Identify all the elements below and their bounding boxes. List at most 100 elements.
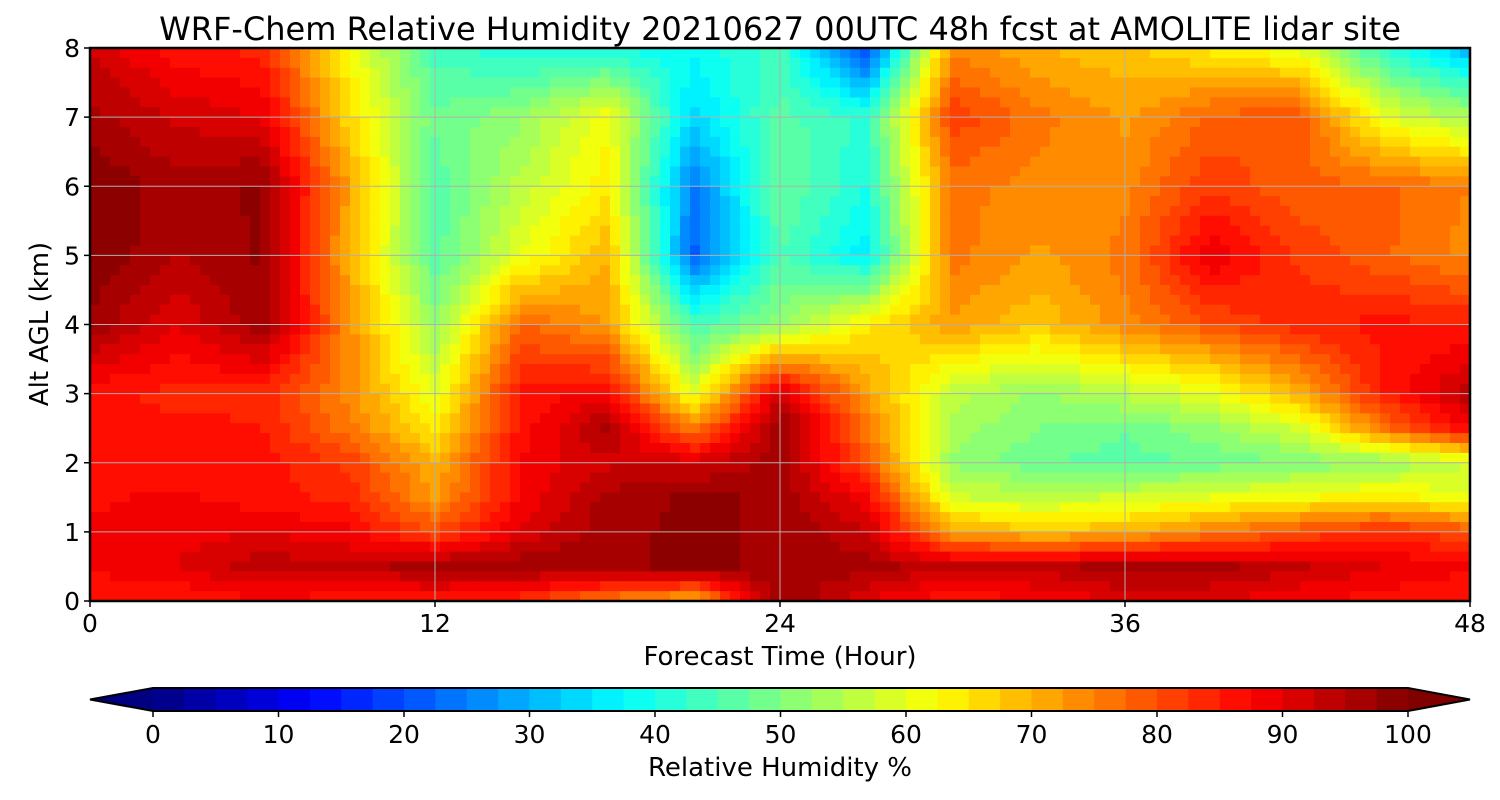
heatmap-cell bbox=[110, 67, 121, 79]
heatmap-cell bbox=[760, 206, 771, 217]
heatmap-cell bbox=[800, 206, 811, 217]
heatmap-cell bbox=[180, 245, 191, 257]
heatmap-cell bbox=[260, 354, 271, 365]
heatmap-cell bbox=[250, 186, 261, 197]
heatmap-cell bbox=[880, 166, 891, 178]
heatmap-cell bbox=[1250, 176, 1261, 187]
heatmap-cell bbox=[310, 393, 321, 405]
heatmap-cell bbox=[340, 48, 351, 59]
heatmap-cell bbox=[340, 77, 351, 89]
heatmap-cell bbox=[460, 294, 471, 306]
heatmap-cell bbox=[950, 136, 961, 148]
heatmap-cell bbox=[1260, 255, 1271, 266]
heatmap-cell bbox=[90, 393, 101, 405]
heatmap-cell bbox=[1350, 294, 1361, 306]
heatmap-cell bbox=[140, 285, 151, 296]
heatmap-cell bbox=[860, 136, 871, 148]
heatmap-cell bbox=[500, 255, 511, 266]
heatmap-cell bbox=[1010, 275, 1021, 286]
heatmap-cell bbox=[1370, 294, 1381, 306]
heatmap-cell bbox=[1200, 87, 1211, 99]
heatmap-cell bbox=[720, 196, 731, 207]
heatmap-cell bbox=[280, 294, 291, 306]
heatmap-cell bbox=[160, 127, 171, 138]
heatmap-cell bbox=[1010, 146, 1021, 158]
heatmap-cell bbox=[1100, 117, 1111, 128]
heatmap-cell bbox=[800, 314, 811, 326]
heatmap-cell bbox=[510, 225, 521, 237]
heatmap-cell bbox=[960, 235, 971, 247]
heatmap-cell bbox=[1310, 107, 1321, 118]
heatmap-cell bbox=[1390, 196, 1401, 207]
heatmap-cell bbox=[620, 304, 631, 316]
heatmap-cell bbox=[1310, 225, 1321, 237]
heatmap-cell bbox=[140, 87, 151, 99]
heatmap-cell bbox=[1020, 186, 1031, 197]
heatmap-cell bbox=[480, 97, 491, 108]
heatmap-cell bbox=[420, 176, 431, 187]
heatmap-cell bbox=[1300, 127, 1311, 138]
heatmap-cell bbox=[360, 57, 371, 69]
heatmap-cell bbox=[500, 354, 511, 365]
heatmap-cell bbox=[130, 265, 141, 276]
heatmap-cell bbox=[570, 136, 581, 148]
heatmap-cell bbox=[200, 127, 211, 138]
heatmap-cell bbox=[480, 245, 491, 257]
heatmap-cell bbox=[1160, 166, 1171, 178]
heatmap-cell bbox=[350, 186, 361, 197]
heatmap-cell bbox=[230, 206, 241, 217]
heatmap-cell bbox=[190, 235, 201, 247]
heatmap-cell bbox=[320, 156, 331, 168]
heatmap-cell bbox=[450, 285, 461, 296]
heatmap-cell bbox=[1220, 245, 1231, 257]
heatmap-cell bbox=[1270, 354, 1281, 365]
heatmap-cell bbox=[910, 107, 921, 118]
heatmap-cell bbox=[320, 67, 331, 79]
heatmap-cell bbox=[640, 136, 651, 148]
heatmap-cell bbox=[990, 255, 1001, 266]
heatmap-cell bbox=[1060, 393, 1071, 405]
heatmap-cell bbox=[170, 166, 181, 178]
heatmap-cell bbox=[270, 215, 281, 227]
heatmap-cell bbox=[850, 156, 861, 168]
heatmap-cell bbox=[1130, 255, 1141, 266]
heatmap-cell bbox=[1100, 156, 1111, 168]
heatmap-cell bbox=[1270, 294, 1281, 306]
heatmap-cell bbox=[250, 275, 261, 286]
heatmap-cell bbox=[950, 383, 961, 395]
heatmap-cell bbox=[1310, 275, 1321, 286]
heatmap-cell bbox=[780, 77, 791, 89]
heatmap-cell bbox=[970, 255, 981, 266]
heatmap-cell bbox=[320, 196, 331, 207]
heatmap-cell bbox=[500, 275, 511, 286]
heatmap-cell bbox=[150, 117, 161, 128]
heatmap-cell bbox=[310, 196, 321, 207]
heatmap-cell bbox=[800, 393, 811, 405]
heatmap-cell bbox=[1140, 87, 1151, 99]
heatmap-cell bbox=[340, 67, 351, 79]
heatmap-cell bbox=[570, 87, 581, 99]
heatmap-cell bbox=[990, 324, 1001, 336]
heatmap-cell bbox=[880, 186, 891, 197]
heatmap-cell bbox=[210, 393, 221, 405]
heatmap-cell bbox=[190, 67, 201, 79]
heatmap-cell bbox=[90, 245, 101, 257]
heatmap-cell bbox=[1390, 354, 1401, 365]
heatmap-cell bbox=[510, 156, 521, 168]
heatmap-cell bbox=[930, 334, 941, 345]
heatmap-cell bbox=[320, 77, 331, 89]
heatmap-cell bbox=[190, 166, 201, 178]
heatmap-cell bbox=[260, 344, 271, 355]
heatmap-cell bbox=[680, 48, 691, 59]
heatmap-cell bbox=[1250, 275, 1261, 286]
heatmap-cell bbox=[780, 314, 791, 326]
heatmap-cell bbox=[900, 117, 911, 128]
heatmap-cell bbox=[820, 136, 831, 148]
heatmap-cell bbox=[1430, 373, 1441, 385]
heatmap-cell bbox=[890, 156, 901, 168]
heatmap-cell bbox=[130, 48, 141, 59]
heatmap-cell bbox=[720, 215, 731, 227]
heatmap-cell bbox=[180, 48, 191, 59]
heatmap-cell bbox=[1020, 373, 1031, 385]
heatmap-cell bbox=[400, 354, 411, 365]
